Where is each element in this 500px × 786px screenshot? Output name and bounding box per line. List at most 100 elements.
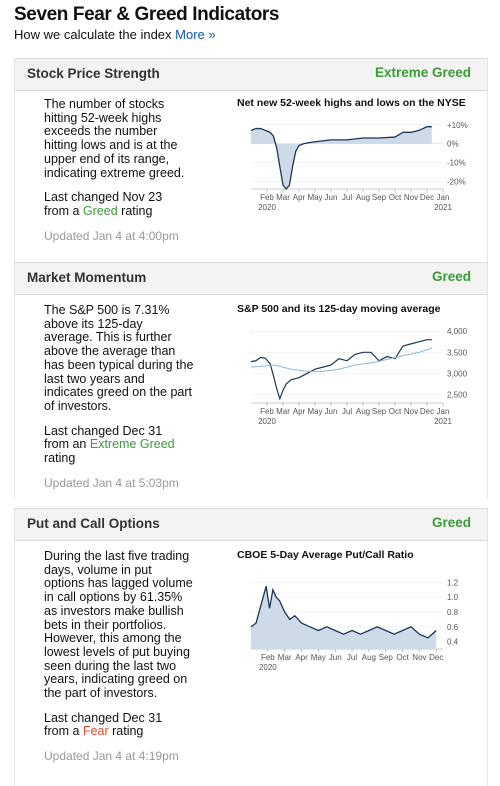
year-label: 2020 bbox=[258, 203, 276, 212]
updated-time: Updated Jan 4 at 5:03pm bbox=[44, 475, 179, 490]
x-tick-label: Apr bbox=[293, 193, 306, 202]
x-tick-label: Mar bbox=[276, 193, 290, 202]
last-changed: Last changed Dec 31 from an Extreme Greed… bbox=[44, 424, 194, 466]
description-text: The number of stocks hitting 52-week hig… bbox=[44, 97, 185, 180]
chart-title: Net new 52-week highs and lows on the NY… bbox=[237, 97, 466, 109]
description-text: The S&P 500 is 7.31% above its 125-day a… bbox=[44, 303, 194, 413]
last-changed-date: Last changed Dec 31 bbox=[44, 710, 163, 725]
series-line bbox=[250, 126, 432, 191]
x-tick-label: Dec bbox=[420, 407, 434, 416]
rating-suffix: rating bbox=[44, 451, 76, 466]
series-line-sp500 bbox=[250, 339, 432, 401]
y-tick-label: 0.4 bbox=[447, 638, 459, 647]
more-link[interactable]: More » bbox=[175, 27, 216, 42]
rating-badge: Greed bbox=[431, 269, 471, 284]
year-label: 2020 bbox=[258, 417, 276, 426]
y-tick-label: 1.0 bbox=[447, 593, 459, 602]
chart-title: CBOE 5-Day Average Put/Call Ratio bbox=[237, 549, 414, 561]
x-tick-label: Nov bbox=[404, 407, 418, 416]
year-label: 2021 bbox=[434, 203, 452, 212]
x-tick-label: Jan bbox=[437, 407, 450, 416]
x-tick-label: Jul bbox=[342, 193, 352, 202]
x-tick-label: Mar bbox=[276, 407, 290, 416]
x-tick-label: Oct bbox=[389, 193, 402, 202]
indicator-put-call-options: Put and Call Options Greed During the la… bbox=[14, 508, 488, 786]
previous-rating: Extreme Greed bbox=[89, 437, 175, 452]
previous-rating: Greed bbox=[82, 203, 118, 218]
y-tick-label: 1.2 bbox=[447, 578, 459, 587]
x-tick-label: Aug bbox=[356, 407, 370, 416]
subtitle-text: How we calculate the index bbox=[14, 27, 172, 42]
x-tick-label: Jun bbox=[325, 193, 338, 202]
chart-net-highs-lows: Net new 52-week highs and lows on the NY… bbox=[237, 97, 477, 229]
chart-title: S&P 500 and its 125-day moving average bbox=[237, 303, 441, 315]
y-tick-label: 3,500 bbox=[447, 348, 468, 357]
section-header: Market Momentum Greed bbox=[15, 262, 487, 295]
y-tick-label: 0% bbox=[447, 140, 459, 149]
last-changed-from: from a bbox=[44, 203, 80, 218]
x-tick-label: Jul bbox=[347, 653, 357, 662]
section-title: Market Momentum bbox=[27, 270, 147, 285]
indicator-description: During the last five trading days, volum… bbox=[44, 549, 194, 775]
x-tick-label: Nov bbox=[404, 193, 418, 202]
page-title: Seven Fear & Greed Indicators bbox=[14, 4, 280, 25]
section-header: Put and Call Options Greed bbox=[15, 508, 487, 541]
x-tick-label: Aug bbox=[362, 653, 376, 662]
x-tick-label: Feb bbox=[260, 407, 274, 416]
x-tick-label: Feb bbox=[260, 193, 274, 202]
x-tick-label: Jun bbox=[329, 653, 342, 662]
last-changed: Last changed Dec 31 from a Fear rating bbox=[44, 710, 194, 739]
x-tick-label: May bbox=[311, 653, 326, 662]
x-tick-label: Nov bbox=[412, 653, 426, 662]
x-tick-label: Aug bbox=[356, 193, 370, 202]
section-header: Stock Price Strength Extreme Greed bbox=[15, 58, 487, 91]
last-changed-from: from an bbox=[44, 437, 87, 452]
description-text: During the last five trading days, volum… bbox=[44, 549, 193, 701]
indicator-description: The S&P 500 is 7.31% above its 125-day a… bbox=[44, 303, 194, 501]
x-tick-label: Feb bbox=[261, 653, 275, 662]
y-tick-label: +10% bbox=[447, 121, 468, 130]
year-label: 2020 bbox=[259, 663, 277, 672]
x-tick-label: Jul bbox=[342, 407, 352, 416]
x-tick-label: May bbox=[307, 193, 322, 202]
y-tick-label: 4,000 bbox=[447, 327, 468, 336]
x-tick-label: Apr bbox=[295, 653, 308, 662]
series-line-moving-average bbox=[250, 347, 432, 372]
chart-svg: 1.2 1.0 0.8 0.6 0.4 Feb Mar Apr May Jun Jul Aug Sep O… bbox=[250, 578, 459, 672]
chart-svg: +10% 0% -10% -20% Feb Mar Apr May Jun Jul Aug Sep Oc… bbox=[250, 121, 468, 212]
x-tick-label: Mar bbox=[278, 653, 292, 662]
x-tick-label: Jun bbox=[325, 407, 338, 416]
year-label: 2021 bbox=[434, 417, 452, 426]
x-tick-label: Dec bbox=[420, 193, 434, 202]
x-tick-label: Sep bbox=[372, 407, 387, 416]
last-changed: Last changed Nov 23 from a Greed rating bbox=[44, 190, 194, 218]
chart-put-call-ratio: CBOE 5-Day Average Put/Call Ratio 1.2 1.0… bbox=[237, 549, 487, 681]
indicator-description: The number of stocks hitting 52-week hig… bbox=[44, 97, 194, 254]
updated-time: Updated Jan 4 at 4:19pm bbox=[44, 749, 179, 764]
section-title: Put and Call Options bbox=[27, 516, 160, 531]
last-changed-from: from a bbox=[44, 724, 80, 739]
chart-svg: 4,000 3,500 3,000 2,500 Feb Mar Apr May Jun Jul Au… bbox=[250, 327, 468, 426]
section-title: Stock Price Strength bbox=[27, 66, 160, 81]
x-tick-label: Sep bbox=[379, 653, 394, 662]
x-tick-label: Dec bbox=[429, 653, 443, 662]
y-tick-label: 0.6 bbox=[447, 623, 459, 632]
x-tick-label: May bbox=[307, 407, 322, 416]
y-tick-label: 3,000 bbox=[447, 369, 468, 378]
updated-time: Updated Jan 4 at 4:00pm bbox=[44, 228, 179, 243]
x-tick-label: Sep bbox=[372, 193, 387, 202]
series-area bbox=[251, 126, 432, 189]
indicator-market-momentum: Market Momentum Greed The S&P 500 is 7.3… bbox=[14, 262, 488, 498]
series-area bbox=[251, 586, 437, 649]
indicator-stock-price-strength: Stock Price Strength Extreme Greed The n… bbox=[14, 58, 488, 262]
x-tick-label: Oct bbox=[389, 407, 402, 416]
y-tick-label: 2,500 bbox=[447, 391, 468, 400]
page-subtitle: How we calculate the index More » bbox=[14, 27, 279, 42]
rating-suffix: rating bbox=[112, 724, 144, 739]
x-tick-label: Apr bbox=[293, 407, 306, 416]
x-tick-label: Oct bbox=[396, 653, 409, 662]
y-tick-label: 0.8 bbox=[447, 608, 459, 617]
chart-sp500-momentum: S&P 500 and its 125-day moving average 4… bbox=[237, 303, 487, 435]
rating-badge: Greed bbox=[431, 515, 471, 530]
y-tick-label: -10% bbox=[447, 159, 466, 168]
